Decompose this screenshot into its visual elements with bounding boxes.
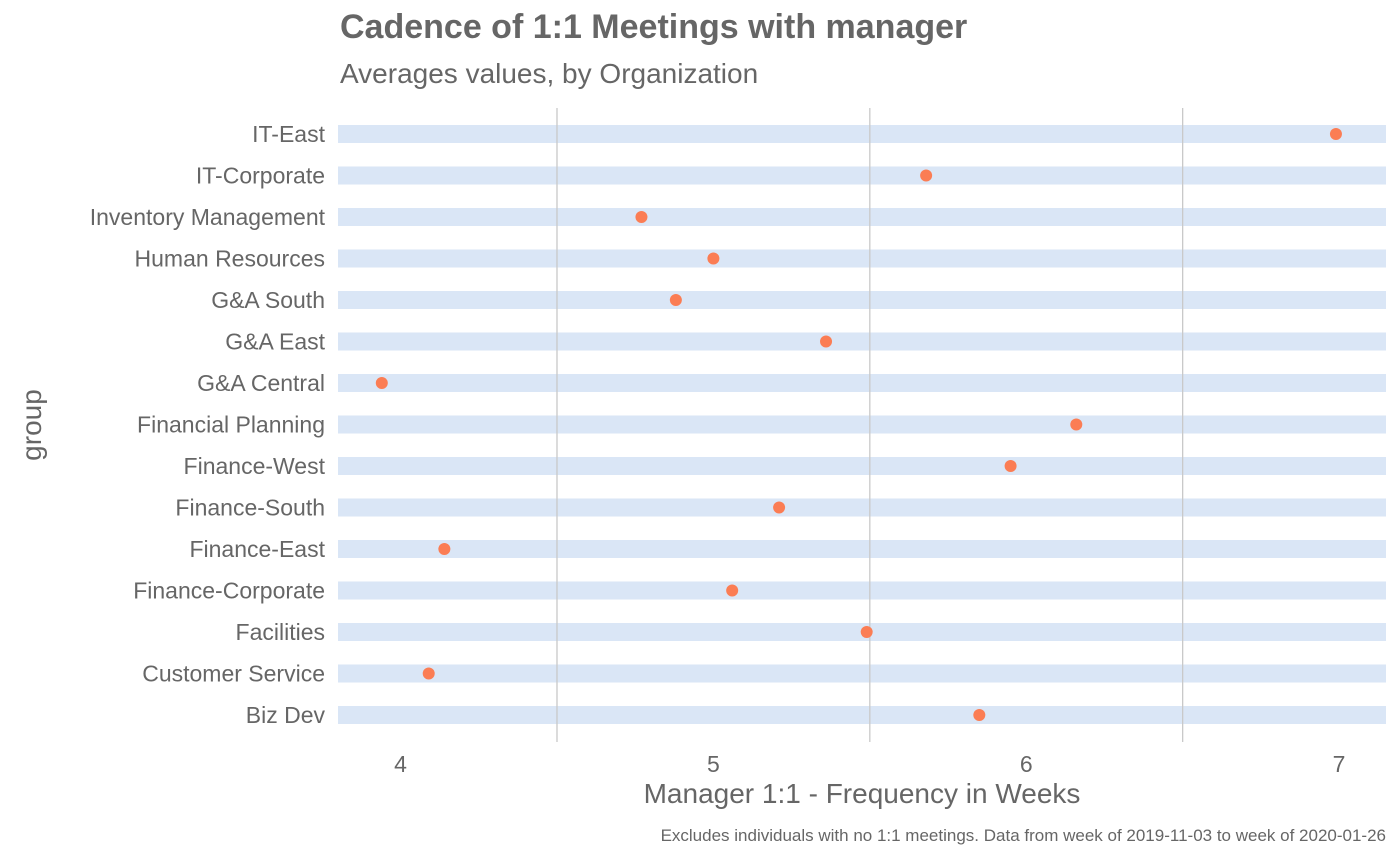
bar-ganda-central	[338, 374, 1386, 392]
bar-ganda-south	[338, 291, 1386, 309]
point-ganda-central	[375, 377, 388, 389]
bar-biz-dev	[338, 706, 1386, 724]
bar-finance-south	[338, 498, 1386, 517]
point-inventory-management	[635, 211, 648, 223]
y-tick-label-finance-corporate: Finance-Corporate	[133, 578, 325, 604]
y-tick-label-it-east: IT-East	[252, 121, 325, 147]
chart-title: Cadence of 1:1 Meetings with manager	[340, 8, 968, 46]
x-tick-label-7: 7	[1333, 751, 1346, 777]
y-axis-title: group	[16, 389, 47, 461]
point-biz-dev	[973, 709, 986, 721]
y-tick-label-finance-west: Finance-West	[184, 453, 326, 479]
point-it-corporate	[920, 169, 933, 182]
x-tick-labels: 4 5 6 7	[394, 751, 1345, 777]
x-tick-label-4: 4	[394, 751, 407, 777]
y-tick-label-ganda-central: G&A Central	[197, 370, 325, 396]
bar-financial-planning	[338, 415, 1386, 434]
y-tick-label-financial-planning: Financial Planning	[137, 412, 325, 438]
bar-inventory-management	[338, 208, 1386, 226]
chart-caption: Excludes individuals with no 1:1 meeting…	[660, 826, 1386, 845]
y-tick-label-customer-service: Customer Service	[142, 661, 325, 687]
x-tick-label-6: 6	[1020, 751, 1033, 777]
y-tick-label-finance-south: Finance-South	[175, 495, 325, 521]
y-tick-label-finance-east: Finance-East	[189, 536, 325, 562]
bars-layer	[338, 125, 1386, 724]
points-layer	[375, 128, 1342, 721]
x-tick-label-5: 5	[707, 751, 720, 777]
point-finance-west	[1004, 460, 1017, 472]
bar-finance-corporate	[338, 581, 1386, 600]
bar-ganda-east	[338, 332, 1386, 351]
y-tick-label-it-corporate: IT-Corporate	[196, 163, 325, 189]
point-finance-south	[773, 501, 786, 514]
point-ganda-east	[820, 335, 833, 348]
y-tick-label-facilities: Facilities	[236, 619, 325, 645]
y-tick-label-ganda-east: G&A East	[225, 329, 325, 355]
point-finance-corporate	[726, 584, 739, 597]
bar-it-east	[338, 125, 1386, 143]
point-finance-east	[438, 543, 451, 555]
point-it-east	[1329, 128, 1342, 140]
bar-human-resources	[338, 249, 1386, 268]
point-ganda-south	[669, 294, 682, 306]
point-customer-service	[422, 667, 435, 680]
y-tick-label-inventory-management: Inventory Management	[90, 204, 326, 230]
y-tick-label-ganda-south: G&A South	[211, 287, 325, 313]
point-human-resources	[707, 252, 720, 265]
bar-finance-east	[338, 540, 1386, 558]
bar-finance-west	[338, 457, 1386, 475]
bar-customer-service	[338, 664, 1386, 683]
x-axis-title: Manager 1:1 - Frequency in Weeks	[643, 778, 1081, 809]
y-tick-labels: IT-East IT-Corporate Inventory Management H…	[90, 121, 326, 728]
y-tick-label-biz-dev: Biz Dev	[246, 702, 326, 728]
bar-it-corporate	[338, 166, 1386, 185]
point-facilities	[860, 626, 873, 638]
y-tick-label-human-resources: Human Resources	[135, 246, 325, 272]
point-financial-planning	[1070, 418, 1083, 431]
chart-subtitle: Averages values, by Organization	[340, 58, 759, 89]
